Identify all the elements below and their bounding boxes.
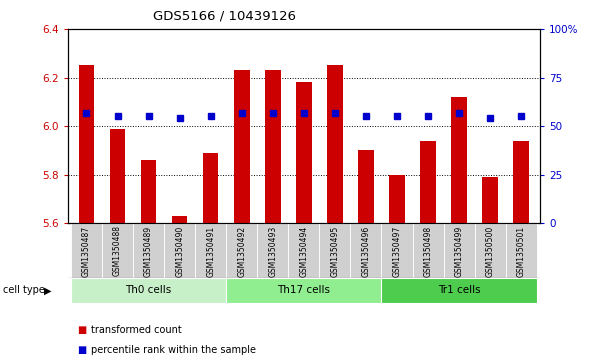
Text: GSM1350487: GSM1350487 (82, 225, 91, 277)
Bar (102, 223, 133, 278)
Text: Tr1 cells: Tr1 cells (438, 285, 480, 295)
Bar (234, 70, 250, 223)
Text: GSM1350497: GSM1350497 (392, 225, 402, 277)
Bar (506, 223, 537, 278)
Bar (164, 223, 195, 278)
Bar (71, 278, 226, 303)
Text: GSM1350498: GSM1350498 (424, 225, 432, 277)
Bar (358, 150, 373, 223)
Bar (420, 141, 436, 223)
Bar (389, 175, 405, 223)
Bar (412, 223, 444, 278)
Text: percentile rank within the sample: percentile rank within the sample (91, 345, 257, 355)
Bar (513, 141, 529, 223)
Text: GSM1350500: GSM1350500 (486, 225, 494, 277)
Text: GSM1350499: GSM1350499 (455, 225, 464, 277)
Bar (382, 278, 537, 303)
Bar (172, 216, 188, 223)
Bar (265, 70, 281, 223)
Bar (110, 129, 125, 223)
Text: GSM1350496: GSM1350496 (362, 225, 371, 277)
Bar (78, 65, 94, 223)
Text: ■: ■ (77, 325, 86, 335)
Text: GSM1350490: GSM1350490 (175, 225, 184, 277)
Bar (203, 153, 218, 223)
Text: GSM1350494: GSM1350494 (299, 225, 309, 277)
Bar (141, 160, 156, 223)
Bar (289, 223, 319, 278)
Bar (382, 223, 412, 278)
Bar (474, 223, 506, 278)
Bar (350, 223, 382, 278)
Text: transformed count: transformed count (91, 325, 182, 335)
Text: cell type: cell type (3, 285, 45, 295)
Bar (133, 223, 164, 278)
Text: GSM1350488: GSM1350488 (113, 225, 122, 276)
Bar (226, 278, 382, 303)
Bar (483, 177, 498, 223)
Text: GSM1350489: GSM1350489 (144, 225, 153, 277)
Bar (319, 223, 350, 278)
Text: GSM1350491: GSM1350491 (206, 225, 215, 277)
Bar (327, 65, 343, 223)
Text: GSM1350493: GSM1350493 (268, 225, 277, 277)
Text: ■: ■ (77, 345, 86, 355)
Bar (444, 223, 474, 278)
Text: ▶: ▶ (44, 285, 52, 295)
Bar (296, 82, 312, 223)
Text: GDS5166 / 10439126: GDS5166 / 10439126 (153, 9, 296, 22)
Bar (226, 223, 257, 278)
Bar (71, 223, 102, 278)
Text: GSM1350495: GSM1350495 (330, 225, 339, 277)
Bar (451, 97, 467, 223)
Bar (257, 223, 289, 278)
Text: Th17 cells: Th17 cells (277, 285, 330, 295)
Text: Th0 cells: Th0 cells (126, 285, 172, 295)
Text: GSM1350501: GSM1350501 (517, 225, 526, 277)
Bar (195, 223, 226, 278)
Text: GSM1350492: GSM1350492 (237, 225, 246, 277)
